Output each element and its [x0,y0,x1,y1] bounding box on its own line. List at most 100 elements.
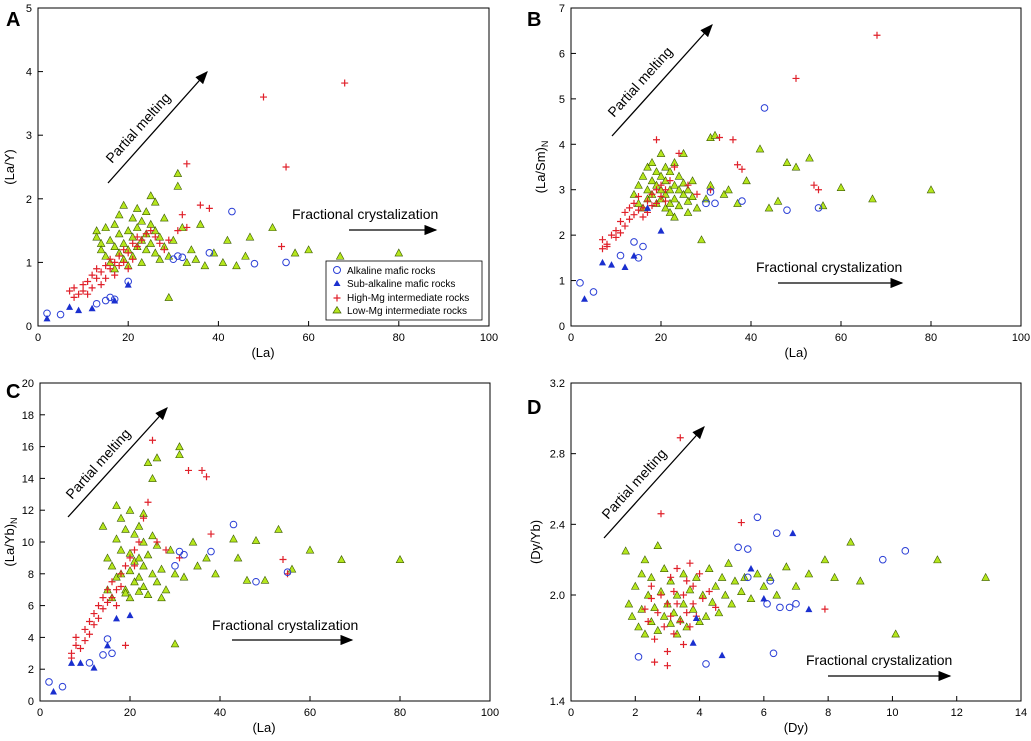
panel-b-alkaline-point [630,238,638,246]
panel-a-lowmg-point [164,251,174,260]
panel-c-lowmg-point [233,553,243,562]
panel-b-alkaline-point [760,104,769,112]
panel-a-highmg-point [120,258,128,266]
panel-b-highmg-point [639,204,647,212]
panel-b-lowmg-point [661,162,670,171]
panel-a-highmg-point [341,79,349,87]
panel-d-lowmg-point [855,576,865,585]
panel-b-lowmg-point [791,162,801,171]
panel-a-highmg-point [111,258,119,266]
panel-d-ytick-label: 2.0 [550,590,565,602]
panel-a-highmg-point [196,201,204,209]
panel-a-lowmg-point [268,222,277,231]
panel-c-fractional-label: Fractional crystalization [212,617,358,633]
panel-c-lowmg-point [202,553,211,562]
panel-b-lowmg-point [688,192,697,201]
panel-c-highmg-point [108,578,116,586]
panel-a-alkaline-point [101,296,110,305]
panel-a-highmg-point [70,284,78,292]
panel-c-lowmg-point [116,545,126,554]
panel-b-highmg-point [666,177,674,185]
panel-c-lowmg-point [193,561,202,570]
panel-c-alkaline-point [180,550,188,559]
panel-c-highmg-point [95,602,102,610]
panel-a-lowmg-point [218,257,228,266]
panel-c-highmg-point [86,618,93,625]
panel-d-highmg-point [647,582,655,590]
panel-a-lowmg-point [137,257,147,266]
panel-d-lowmg-point [704,564,714,572]
legend-alkaline-marker [333,266,341,274]
panel-a-highmg-point [88,271,96,279]
panel-a-xlabel: (La) [251,345,274,360]
panel-c-lowmg-point [188,537,198,546]
panel-b-lowmg-point [697,235,706,244]
panel-a-subalkaline-point [43,314,51,322]
panel-d-lowmg-point [711,581,720,590]
panel-d-highmg-point [683,609,691,617]
panel-d: D 0 2 4 6 8 10 12 14 1.4 2.0 2.4 2.8 3.2 (Dy) (Dy/Yb… [527,378,1027,735]
panel-c-highmg-point [72,641,80,649]
panel-c-lowmg-point [112,534,121,543]
panel-c-lowmg-point [170,569,180,578]
panel-a-highmg-point [66,287,74,295]
panel-a-subalkaline-point [124,281,132,288]
panel-a-highmg-point [84,277,92,285]
panel-a-lowmg-point [173,168,183,177]
panel-a-lowmg-point [150,248,160,257]
panel-c-xtick-label: 60 [304,707,316,719]
panel-b-ticks: 0 20 40 60 80 100 0 1 2 3 4 5 6 7 [559,3,1030,344]
panel-d-lowmg-point [650,602,659,611]
panel-d-highmg-point [699,595,707,603]
panel-a-lowmg-point [92,232,101,241]
panel-c-lowmg-point [143,590,153,598]
panel-a-ytick-label: 2 [26,194,32,206]
panel-c-highmg-point [122,641,129,649]
panel-a-lowmg-point [146,238,156,247]
panel-d-lowmg-point [891,629,900,638]
panel-c-highmg-point [81,637,89,645]
panel-c-alkaline-point [207,547,215,556]
panel-d-lowmg-point [659,611,669,620]
panel-a-alkaline-point [250,259,259,268]
panel-a-lowmg-point [110,242,119,250]
panel-c-xtick-label: 20 [124,707,136,719]
panel-a-highmg-point [260,93,267,101]
panel-d-lowmg-point [647,572,656,581]
panel-a-lowmg-point [182,257,192,266]
panel-a-highmg-point [111,271,119,279]
panel-d-subalkaline-point [747,565,755,572]
panel-c-lowmg-point [107,561,117,570]
panel-b-highmg-point [653,199,660,207]
panel-c-highmg-point [185,466,192,474]
panel-a-highmg-point [133,233,141,241]
panel-d-subalkaline-point [760,595,768,602]
panel-c-partial-arrow [67,407,168,518]
panel-b-frame [570,7,1022,327]
panel-b-ytick-label: 5 [559,94,565,106]
panel-c-lowmg-point [152,577,162,586]
panel-c-lowmg-point [337,555,346,563]
panel-b-highmg-point [671,163,678,171]
panel-b-alkaline-point [783,206,791,214]
panel-d-lowmg-point [981,572,990,581]
panel-b-lowmg-point [647,158,657,166]
panel-a-xtick-label: 20 [122,332,134,344]
panel-a-alkaline-point [228,207,236,216]
panel-d-lowmg-point [659,564,669,572]
panel-c-lowmg-point [121,588,130,597]
panel-b-partial-arrow [611,24,713,137]
panel-c-alkaline-point [45,678,53,686]
panel-d-partial-arrow [603,426,705,539]
panel-a-lowmg-point [187,245,196,254]
panel-b-ytick-label: 0 [559,321,565,333]
panel-c-highmg-point [176,554,183,562]
panel-d-highmg-point [663,662,671,670]
legend-highmg-marker [333,294,341,302]
panel-a-lowmg-point [159,213,169,222]
panel-a-highmg-point [106,265,114,273]
panel-b-lowmg-point [665,167,675,176]
panel-d-points [621,434,990,670]
panel-b-highmg-point [657,193,665,201]
panel-d-lowmg-point [634,622,643,631]
